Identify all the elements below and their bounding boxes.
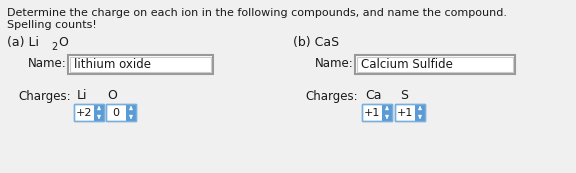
Polygon shape (385, 115, 388, 119)
Text: Spelling counts!: Spelling counts! (7, 20, 97, 30)
Text: lithium oxide: lithium oxide (74, 58, 151, 71)
Text: Charges:: Charges: (305, 90, 358, 103)
Text: Calcium Sulfide: Calcium Sulfide (361, 58, 453, 71)
Text: +1: +1 (397, 107, 413, 117)
Bar (415, 104, 425, 121)
Bar (362, 104, 392, 121)
Polygon shape (130, 115, 132, 119)
Bar (106, 104, 136, 121)
FancyBboxPatch shape (68, 55, 213, 74)
FancyBboxPatch shape (70, 57, 211, 72)
Text: +2: +2 (76, 107, 92, 117)
Text: (b) CaS: (b) CaS (293, 36, 339, 49)
Text: +1: +1 (364, 107, 380, 117)
Text: 0: 0 (112, 107, 119, 117)
Text: 2: 2 (51, 42, 57, 52)
Bar (94, 104, 104, 121)
Text: Li: Li (77, 89, 88, 102)
Polygon shape (130, 106, 132, 110)
Bar (106, 104, 136, 121)
Polygon shape (97, 115, 100, 119)
Text: Determine the charge on each ion in the following compounds, and name the compou: Determine the charge on each ion in the … (7, 8, 507, 18)
Bar (395, 104, 425, 121)
Polygon shape (385, 106, 388, 110)
FancyBboxPatch shape (355, 55, 515, 74)
Polygon shape (419, 115, 422, 119)
Text: Charges:: Charges: (18, 90, 71, 103)
Polygon shape (419, 106, 422, 110)
Text: Ca: Ca (365, 89, 381, 102)
Text: Name:: Name: (28, 57, 67, 70)
FancyBboxPatch shape (357, 57, 513, 72)
Bar (382, 104, 392, 121)
Text: Name:: Name: (315, 57, 354, 70)
Text: (a) Li: (a) Li (7, 36, 39, 49)
Text: O: O (58, 36, 68, 49)
Bar (395, 104, 425, 121)
Bar (74, 104, 104, 121)
Bar (126, 104, 136, 121)
Bar (74, 104, 104, 121)
Polygon shape (97, 106, 100, 110)
Text: S: S (400, 89, 408, 102)
Bar (362, 104, 392, 121)
Text: O: O (107, 89, 117, 102)
